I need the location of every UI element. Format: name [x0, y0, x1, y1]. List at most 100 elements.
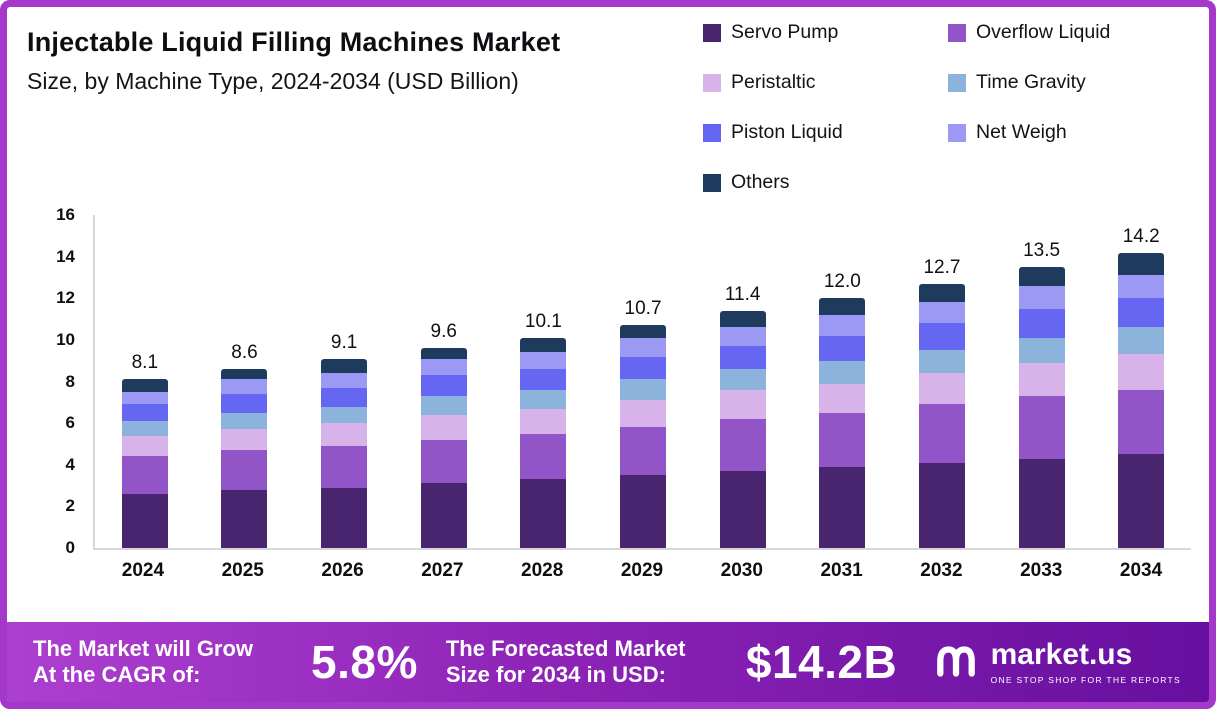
bar-segment-net-weigh — [221, 379, 268, 395]
page-subtitle: Size, by Machine Type, 2024-2034 (USD Bi… — [27, 68, 519, 94]
x-tick-label: 2030 — [720, 560, 763, 581]
bar-segment-piston-liquid — [1118, 298, 1165, 328]
bar-segment-peristaltic — [620, 400, 667, 428]
bar-segment-servo-pump — [520, 479, 567, 548]
legend-swatch-icon — [703, 73, 721, 92]
bar-segment-others — [420, 348, 467, 359]
bar-segment-net-weigh — [520, 352, 567, 370]
legend-label: Others — [731, 171, 790, 193]
bar-segment-others — [520, 337, 567, 353]
bar-group-2027: 9.6 — [394, 215, 494, 548]
brand-text: market.us ONE STOP SHOP FOR THE REPORTS — [990, 637, 1181, 685]
bar-segment-piston-liquid — [1018, 308, 1065, 338]
bar-group-2028: 10.1 — [494, 215, 594, 548]
bar-segment-peristaltic — [221, 429, 268, 451]
legend-label: Overflow Liquid — [976, 21, 1111, 43]
bar-segment-overflow-liquid — [918, 404, 965, 463]
bar-total-label: 9.1 — [330, 331, 358, 353]
bar-segment-time-gravity — [321, 406, 368, 424]
stacked-bar — [1018, 267, 1065, 548]
y-tick-label: 2 — [65, 496, 75, 516]
bar-group-2025: 8.6 — [195, 215, 295, 548]
bar-segment-peristaltic — [918, 373, 965, 405]
forecast-label: The Forecasted Market Size for 2034 in U… — [445, 635, 686, 687]
stacked-bar-chart: 0 2 4 6 8 10 12 14 16 8.1 8.6 9.1 9.6 10.1 10.7 11.4 12… — [35, 205, 1191, 607]
x-tick-label: 2034 — [1119, 560, 1163, 581]
bar-segment-overflow-liquid — [520, 433, 567, 480]
x-tick-label: 2027 — [421, 560, 464, 581]
bar-segment-overflow-liquid — [420, 439, 467, 484]
y-axis: 0 2 4 6 8 10 12 14 16 — [35, 205, 79, 557]
page-title: Injectable Liquid Filling Machines Marke… — [27, 27, 561, 57]
stacked-bar — [321, 358, 368, 548]
y-tick-label: 0 — [65, 538, 75, 557]
bar-group-2024: 8.1 — [95, 215, 195, 548]
bar-segment-others — [819, 298, 866, 315]
y-tick-label: 12 — [56, 288, 75, 308]
legend-label: Piston Liquid — [731, 121, 843, 143]
x-tick-label: 2024 — [121, 560, 165, 581]
bar-segment-net-weigh — [1118, 275, 1165, 299]
stacked-bar — [121, 379, 168, 548]
stacked-bar — [819, 298, 866, 548]
y-tick-label: 10 — [56, 329, 75, 349]
bar-segment-others — [719, 310, 766, 328]
footer-banner: The Market will Grow At the CAGR of: 5.8… — [7, 622, 1209, 702]
bar-total-label: 9.6 — [430, 321, 457, 343]
bar-segment-servo-pump — [121, 493, 168, 548]
bar-segment-piston-liquid — [819, 335, 866, 361]
bar-segment-piston-liquid — [121, 404, 168, 422]
bar-segment-net-weigh — [719, 327, 766, 347]
bar-segment-net-weigh — [1018, 285, 1065, 309]
bar-group-2029: 10.7 — [593, 215, 693, 548]
bar-segment-overflow-liquid — [121, 456, 168, 494]
bar-segment-net-weigh — [121, 391, 168, 405]
bar-total-label: 10.1 — [524, 310, 562, 332]
brand-tagline: ONE STOP SHOP FOR THE REPORTS — [990, 674, 1181, 685]
bar-segment-time-gravity — [819, 360, 866, 384]
legend-item-piston-liquid: Piston Liquid — [703, 121, 948, 144]
y-tick-label: 4 — [65, 454, 75, 474]
bar-group-2032: 12.7 — [892, 215, 992, 548]
bar-segment-servo-pump — [819, 466, 866, 548]
bar-segment-others — [321, 358, 368, 374]
bar-segment-overflow-liquid — [321, 446, 368, 488]
bar-segment-overflow-liquid — [1018, 396, 1065, 459]
cagr-value: 5.8% — [311, 636, 418, 688]
bar-segment-servo-pump — [321, 487, 368, 548]
bar-segment-net-weigh — [420, 358, 467, 376]
legend-item-overflow-liquid: Overflow Liquid — [948, 21, 1173, 44]
bar-segment-servo-pump — [221, 489, 268, 548]
x-tick-label: 2032 — [920, 560, 963, 581]
x-tick-label: 2029 — [620, 560, 664, 581]
bar-group-2033: 13.5 — [992, 215, 1092, 548]
bar-total-label: 10.7 — [624, 298, 662, 320]
bar-segment-time-gravity — [520, 389, 567, 409]
legend-item-net-weigh: Net Weigh — [948, 121, 1173, 144]
bar-segment-overflow-liquid — [221, 450, 268, 490]
plot-area: 8.1 8.6 9.1 9.6 10.1 10.7 11.4 12.0 12.7 13.5 14.2 — [93, 215, 1191, 550]
bar-segment-peristaltic — [420, 414, 467, 440]
legend-swatch-icon — [948, 73, 966, 92]
bar-group-2031: 12.0 — [792, 215, 892, 548]
bar-segment-time-gravity — [1018, 337, 1065, 363]
bar-segment-peristaltic — [719, 389, 766, 419]
bar-segment-peristaltic — [121, 435, 168, 457]
bar-segment-peristaltic — [1118, 354, 1165, 390]
bar-segment-time-gravity — [918, 350, 965, 374]
legend-swatch-icon — [703, 23, 721, 42]
bar-segment-time-gravity — [1118, 327, 1165, 355]
bar-segment-overflow-liquid — [719, 418, 766, 471]
bar-segment-overflow-liquid — [819, 412, 866, 467]
bar-total-label: 11.4 — [724, 283, 761, 305]
bar-segment-piston-liquid — [420, 375, 467, 397]
bar-segment-others — [1118, 252, 1165, 276]
brand-name: market.us — [990, 637, 1133, 671]
x-tick-label: 2033 — [1020, 560, 1063, 581]
bar-group-2034: 14.2 — [1091, 215, 1191, 548]
stacked-bar — [1118, 252, 1165, 548]
bar-segment-servo-pump — [719, 471, 766, 548]
bar-total-label: 12.0 — [823, 271, 861, 293]
forecast-value: $14.2B — [745, 636, 898, 688]
